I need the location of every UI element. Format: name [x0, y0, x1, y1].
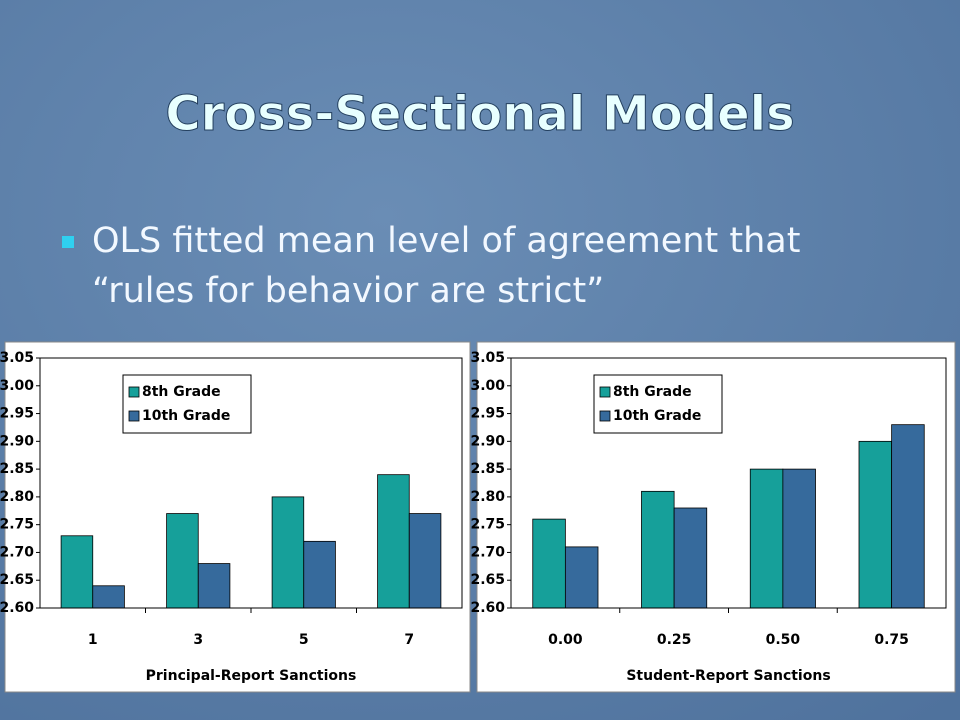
bullet-text: OLS fitted mean level of agreement that [92, 221, 800, 261]
y-tick-label: 2.75 [470, 517, 505, 533]
bar [673, 507, 708, 609]
y-tick-label: 3.05 [0, 350, 34, 366]
y-tick-label: 2.90 [0, 433, 34, 449]
y-tick-label: 2.95 [0, 406, 34, 422]
legend-swatch [128, 410, 140, 422]
x-tick-label: 0.00 [548, 632, 583, 648]
bar [749, 468, 784, 609]
x-tick-label: 0.75 [874, 632, 909, 648]
slide-title: Cross-Sectional Models [165, 86, 794, 142]
y-tick-label: 2.80 [0, 489, 34, 505]
bar [858, 440, 893, 609]
bar [408, 513, 442, 609]
y-tick-label: 3.00 [470, 378, 505, 394]
bar [197, 563, 231, 609]
bar [271, 496, 305, 609]
legend-box [593, 374, 723, 434]
bar [60, 535, 94, 609]
x-tick-label: 7 [404, 632, 414, 648]
y-tick-label: 2.80 [470, 489, 505, 505]
y-tick-label: 3.05 [470, 350, 505, 366]
y-tick-label: 3.00 [0, 378, 34, 394]
bar [92, 585, 125, 609]
y-tick-label: 2.60 [0, 600, 34, 616]
x-axis-label: Principal-Report Sanctions [146, 668, 357, 684]
y-tick-label: 2.70 [470, 544, 505, 560]
bullet-text: “rules for behavior are strict” [92, 271, 604, 311]
y-tick-label: 2.75 [0, 517, 34, 533]
y-tick-label: 2.85 [0, 461, 34, 477]
bar [532, 518, 566, 609]
y-tick-label: 2.70 [0, 544, 34, 560]
x-tick-label: 0.50 [766, 632, 801, 648]
y-tick-label: 2.65 [470, 572, 505, 588]
x-axis-label: Student-Report Sanctions [626, 668, 830, 684]
plot-frame [39, 357, 463, 609]
y-tick-label: 2.65 [0, 572, 34, 588]
bar [891, 424, 925, 609]
legend-label: 8th Grade [142, 384, 221, 400]
bar [641, 490, 675, 609]
bar [782, 468, 816, 609]
y-tick-label: 2.85 [470, 461, 505, 477]
legend-label: 10th Grade [142, 408, 230, 424]
x-tick-label: 1 [88, 632, 98, 648]
x-tick-label: 0.25 [657, 632, 692, 648]
plot-frame [510, 357, 947, 609]
x-tick-label: 3 [193, 632, 203, 648]
bar [377, 474, 410, 609]
bullet-icon [62, 236, 74, 248]
legend-swatch [599, 410, 611, 422]
legend-label: 10th Grade [613, 408, 701, 424]
legend-swatch [599, 386, 611, 398]
legend-box [122, 374, 252, 434]
y-tick-label: 2.95 [470, 406, 505, 422]
legend-swatch [128, 386, 140, 398]
bar [166, 513, 199, 609]
legend-label: 8th Grade [613, 384, 692, 400]
x-tick-label: 5 [299, 632, 309, 648]
y-tick-label: 2.90 [470, 433, 505, 449]
bar [564, 546, 599, 609]
bar [303, 540, 336, 609]
y-tick-label: 2.60 [470, 600, 505, 616]
